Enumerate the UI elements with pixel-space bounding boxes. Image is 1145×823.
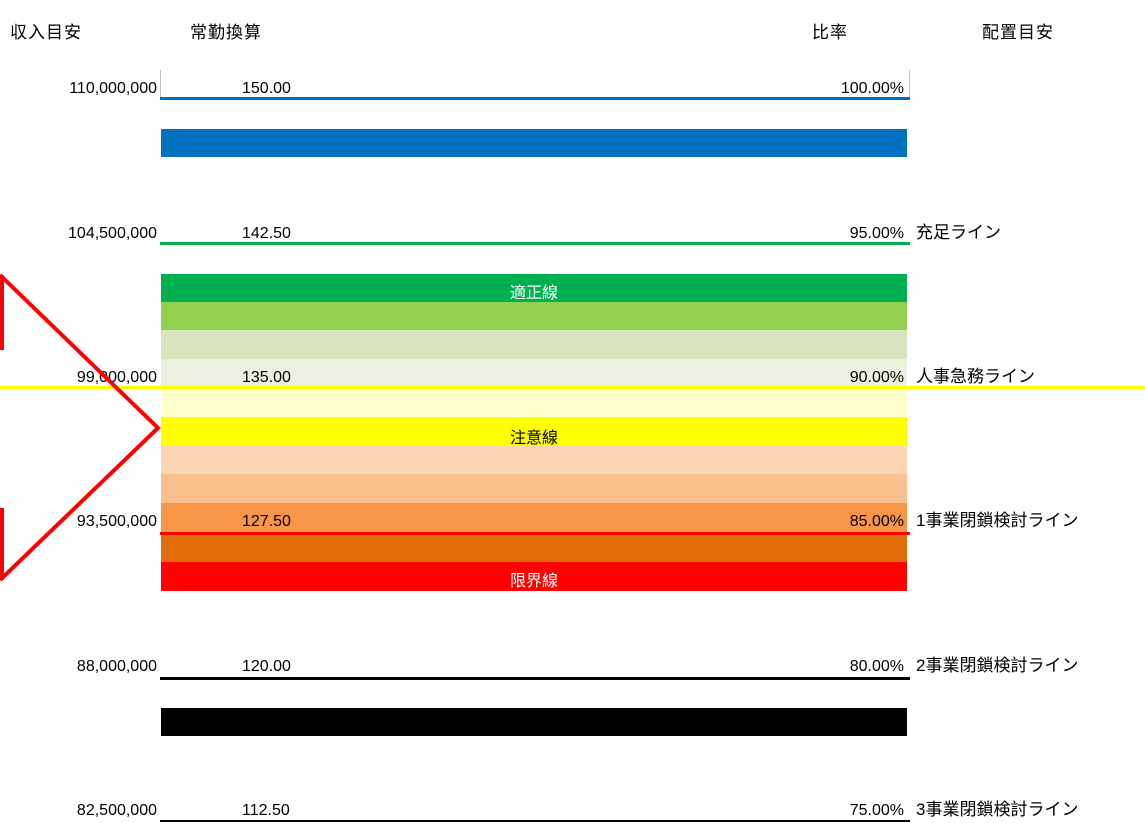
band-6 [161,417,907,446]
band-11 [161,562,907,591]
band-7 [161,446,907,474]
header-income: 収入目安 [10,23,82,42]
ratio-value: 100.00% [840,80,904,97]
placement-label: 3事業閉鎖検討ライン [916,800,1079,819]
fte-value: 120.00 [242,658,291,675]
band-5 [161,388,907,417]
ratio-value: 95.00% [849,225,904,242]
placement-label: 1事業閉鎖検討ライン [916,511,1079,530]
band-3 [161,330,907,359]
threshold-line [160,242,910,245]
income-value: 93,500,000 [76,513,157,530]
band-10 [161,532,907,562]
threshold-line [160,532,910,535]
cell-border-right [909,70,910,98]
fte-value: 135.00 [242,369,291,386]
income-value: 110,000,000 [69,80,157,97]
fte-value: 150.00 [242,80,291,97]
placement-label: 充足ライン [916,223,1001,242]
ratio-value: 75.00% [849,802,904,819]
fte-value: 127.50 [242,513,291,530]
income-value: 82,500,000 [76,802,157,819]
zone-label-limit: 限界線 [509,573,558,590]
header-placement: 配置目安 [982,23,1054,42]
header-ratio: 比率 [812,23,848,42]
ratio-value: 80.00% [849,658,904,675]
band-9 [161,503,907,532]
zone-label-caution: 注意線 [509,430,558,447]
band-2 [161,302,907,330]
fte-value: 112.50 [242,802,290,819]
zone-label-appropriate: 適正線 [509,285,558,302]
threshold-line [0,386,1145,389]
threshold-line [160,820,910,822]
band-12 [161,708,907,736]
income-value: 88,000,000 [76,658,157,675]
band-4 [161,359,907,388]
fte-value: 142.50 [242,225,291,242]
cell-border-left [160,70,161,98]
ratio-value: 90.00% [849,369,904,386]
threshold-line [160,97,910,100]
ratio-value: 85.00% [849,513,904,530]
band-1 [161,274,907,302]
threshold-line [160,677,910,680]
band-0 [161,129,907,157]
arrow-chevron [0,273,161,582]
income-value: 104,500,000 [68,225,157,242]
band-8 [161,474,907,503]
header-fte: 常勤換算 [190,23,262,42]
placement-label: 2事業閉鎖検討ライン [916,656,1079,675]
income-value: 99,000,000 [76,369,157,386]
placement-label: 人事急務ライン [916,367,1035,386]
